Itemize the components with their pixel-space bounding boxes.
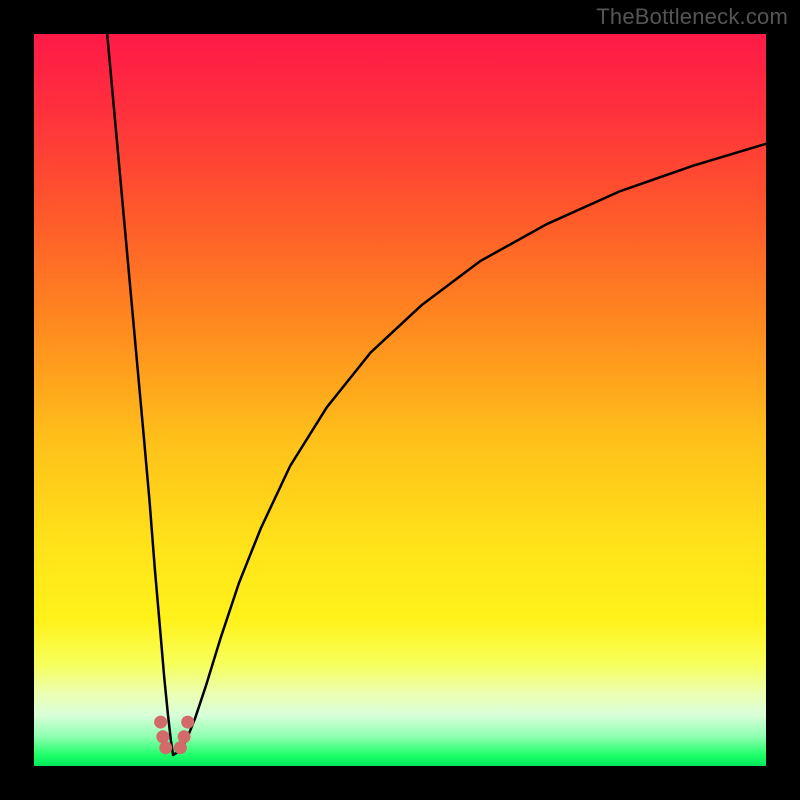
marker-dot: [154, 716, 167, 729]
chart-container: TheBottleneck.com: [0, 0, 800, 800]
marker-dot: [156, 730, 169, 743]
bottleneck-curve: [107, 34, 766, 755]
marker-dot: [159, 741, 172, 754]
watermark-text: TheBottleneck.com: [596, 4, 788, 30]
marker-group: [154, 716, 194, 755]
marker-dot: [178, 730, 191, 743]
marker-dot: [181, 716, 194, 729]
plot-svg: [34, 34, 766, 766]
plot-area: [34, 34, 766, 766]
